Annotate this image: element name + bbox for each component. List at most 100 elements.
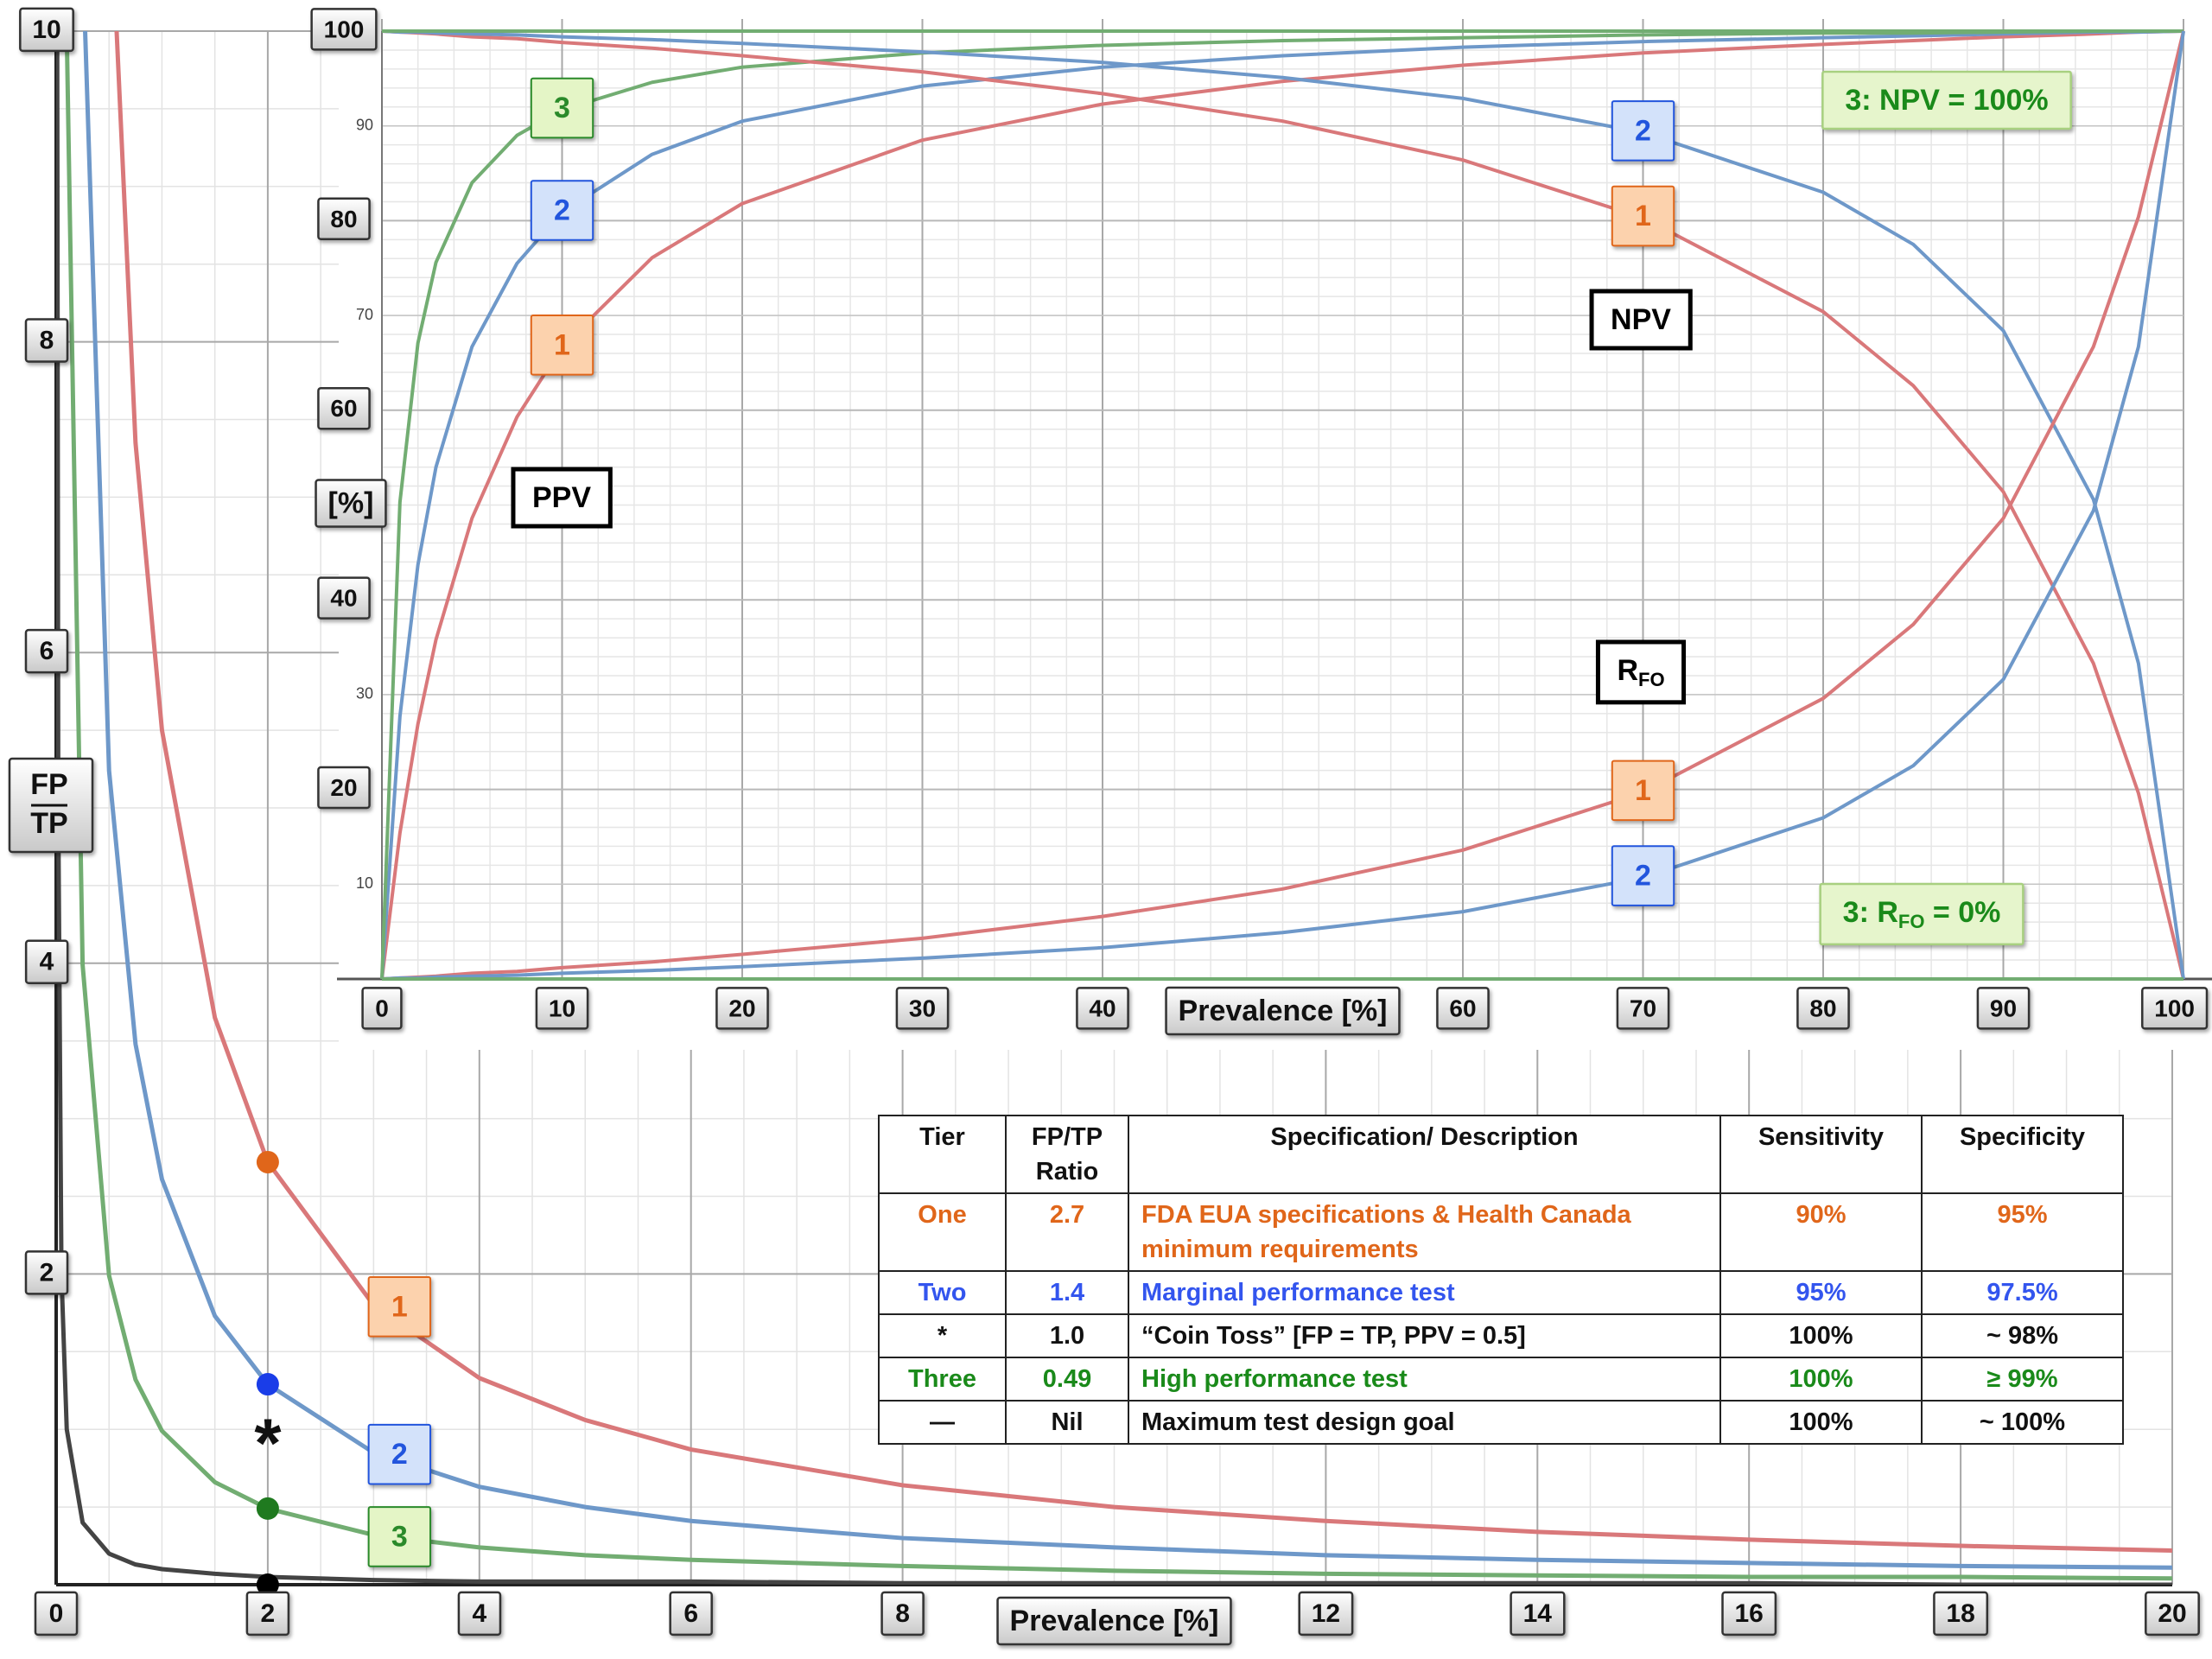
y-tick-label-group: 4 <box>24 939 69 984</box>
label-box <box>1616 987 1670 1030</box>
x-tick-label-group: 90 <box>1976 987 2031 1030</box>
x-axis-label: Prevalence [%] <box>1179 995 1388 1027</box>
table-cell: 100% <box>1719 1400 1923 1445</box>
group-label-group: NPV <box>1589 289 1693 351</box>
y-axis-label-denominator: TP <box>30 807 67 840</box>
x-axis-label: Prevalence [%] <box>1010 1605 1219 1637</box>
label-box <box>1611 845 1675 906</box>
x-tick-label: 100 <box>2154 995 2195 1021</box>
label-box <box>1819 882 2024 946</box>
label-box <box>310 8 378 51</box>
x-tick-label: 18 <box>1946 1599 1974 1628</box>
table-cell: High performance test <box>1128 1357 1721 1402</box>
tier-label-group: 2 <box>530 180 594 241</box>
label-box <box>530 314 594 376</box>
x-tick-label-group: 70 <box>1616 987 1670 1030</box>
label-box <box>2145 1591 2200 1637</box>
line <box>64 32 2172 1581</box>
label-box <box>317 197 371 241</box>
tier-label-group: 1 <box>367 1276 432 1338</box>
x-tick-label-group: 30 <box>895 987 950 1030</box>
table-cell: — <box>878 1400 1007 1445</box>
x-tick-label: 14 <box>1523 1599 1553 1628</box>
x-tick-label-group: 100 <box>2141 987 2209 1030</box>
label-box <box>511 467 613 529</box>
x-tick-label: 10 <box>549 995 575 1021</box>
marker <box>256 1150 279 1173</box>
y-tick-label: 10 <box>32 16 60 44</box>
group-label: PPV <box>532 481 591 514</box>
label-box <box>457 1591 502 1637</box>
label-box <box>1611 185 1675 247</box>
y-tick-label-group: 8 <box>24 318 69 363</box>
table-row: — Nil Maximum test design goal 100% ~ 100% <box>878 1400 2124 1445</box>
x-tick-label: 20 <box>2158 1599 2186 1628</box>
annotation-text: 3: R <box>1843 896 1898 929</box>
table-cell: 95% <box>1719 1270 1923 1315</box>
header-cell: FP/TP Ratio <box>1005 1115 1129 1194</box>
x-tick-label: 0 <box>375 995 389 1021</box>
group-label-main: R <box>1617 654 1638 687</box>
label-box <box>895 987 950 1030</box>
x-tick-label-group: 18 <box>1933 1591 1989 1637</box>
table-cell: 90% <box>1719 1192 1923 1272</box>
tier-label: 2 <box>554 194 570 227</box>
table-cell: 95% <box>1921 1192 2124 1272</box>
label-box <box>317 386 371 430</box>
y-tick-label: 2 <box>40 1258 54 1287</box>
x-axis-label-group: Prevalence [%] <box>996 1596 1232 1646</box>
x-tick-label-group: 60 <box>1436 987 1490 1030</box>
x-tick-label-group: 6 <box>669 1591 713 1637</box>
x-tick-label-group: 0 <box>361 987 403 1030</box>
x-tick-label: 8 <box>895 1599 910 1628</box>
tier-label: 2 <box>1635 860 1651 893</box>
tier-label-group: 2 <box>1611 100 1675 162</box>
y-tick-label-group: 6 <box>24 628 69 674</box>
label-box <box>1165 986 1401 1036</box>
table-cell: ≥ 99% <box>1921 1357 2124 1402</box>
tier-label-group: 1 <box>1611 760 1675 822</box>
tier-label: 2 <box>391 1438 408 1471</box>
tier-label-group: 3 <box>530 77 594 139</box>
tier-label: 1 <box>1635 200 1651 232</box>
y-minor-tick-label: 90 <box>356 116 373 133</box>
marker <box>256 1373 279 1396</box>
label-box <box>317 576 371 620</box>
table-row: * 1.0 “Coin Toss” [FP = TP, PPV = 0.5] 100%… <box>878 1313 2124 1358</box>
x-tick-label-group: 0 <box>34 1591 79 1637</box>
x-tick-label: 40 <box>1089 995 1116 1021</box>
table-cell: “Coin Toss” [FP = TP, PPV = 0.5] <box>1128 1313 1721 1358</box>
header-cell: Specificity <box>1921 1115 2124 1194</box>
x-tick-label-group: 40 <box>1076 987 1129 1030</box>
annotation-text: 3: NPV = 100% <box>1845 84 2048 117</box>
table-cell: Two <box>878 1270 1007 1315</box>
header-row: Tier FP/TP Ratio Specification/ Descriptio… <box>878 1115 2124 1194</box>
x-tick-label: 6 <box>683 1599 698 1628</box>
marker-star: * <box>254 1404 282 1481</box>
inset-background <box>339 0 2212 1050</box>
tier-label-group: 2 <box>1611 845 1675 906</box>
y-axis-label-group: [%] <box>315 479 387 528</box>
x-tick-label: 20 <box>728 995 755 1021</box>
table-cell: FDA EUA specifications & Health Canada m… <box>1128 1192 1721 1272</box>
label-box <box>1821 70 2072 130</box>
label-box <box>880 1591 925 1637</box>
y-tick-label-group: 2 <box>24 1250 69 1295</box>
y-tick-label: 60 <box>330 395 357 422</box>
table-cell: 97.5% <box>1921 1270 2124 1315</box>
y-minor-tick-label: 70 <box>356 306 373 323</box>
y-axis-label-numerator: FP <box>30 768 67 801</box>
x-tick-label-group: 10 <box>535 987 589 1030</box>
tier-label-group: 1 <box>530 314 594 376</box>
tier-label: 1 <box>391 1290 408 1323</box>
x-tick-label-group: 80 <box>1796 987 1850 1030</box>
label-box <box>361 987 403 1030</box>
label-box <box>245 1591 290 1637</box>
x-tick-label-group: 20 <box>715 987 769 1030</box>
marker <box>256 1497 279 1520</box>
x-tick-label: 90 <box>1990 995 2017 1021</box>
y-minor-tick-label: 10 <box>356 874 373 892</box>
y-tick-label: 40 <box>330 585 357 612</box>
label-box <box>1721 1591 1777 1637</box>
